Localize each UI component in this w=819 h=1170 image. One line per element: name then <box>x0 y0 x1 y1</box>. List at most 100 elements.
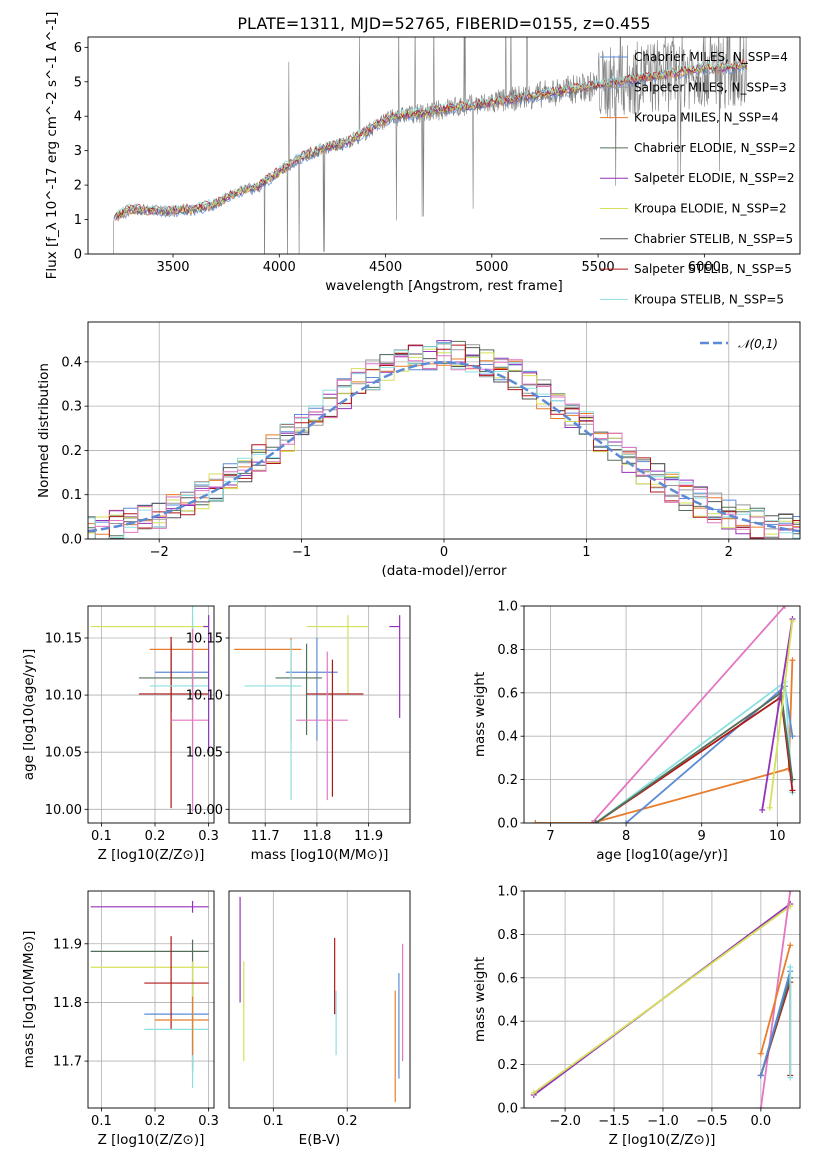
y-tick-label: 10.05 <box>45 746 82 761</box>
x-tick-label: 0.0 <box>751 1114 772 1129</box>
y-tick-label: 0.0 <box>497 817 518 832</box>
x-tick-label: 10 <box>769 829 786 844</box>
histogram-step <box>88 340 800 539</box>
x-axis-label: E(B-V) <box>299 1132 341 1148</box>
x-tick-label: 8 <box>622 829 630 844</box>
x-tick-label: 5500 <box>582 260 615 275</box>
spectrum-plot-area <box>113 37 748 254</box>
x-tick-label: 0.2 <box>145 1114 166 1129</box>
y-tick-label: 10.10 <box>186 689 223 704</box>
x-tick-label: 2 <box>725 545 733 560</box>
x-tick-label: 5000 <box>475 260 508 275</box>
errorbar-point <box>389 615 401 718</box>
x-tick-label: 0.1 <box>91 1114 112 1129</box>
x-tick-label: 0.3 <box>198 829 219 844</box>
x-tick-label: −1 <box>292 545 311 560</box>
legend-label: Chabrier MILES, N_SSP=4 <box>634 50 788 64</box>
axes-frame <box>87 890 215 1109</box>
histogram-step <box>88 348 800 535</box>
errorbar-point <box>285 637 338 741</box>
y-tick-label: 5 <box>74 75 82 90</box>
y-tick-label: 0.6 <box>497 971 518 986</box>
y-tick-label: 0.2 <box>61 444 82 459</box>
y-axis-label: mass [log10(M/M⊙)] <box>21 931 37 1069</box>
y-tick-label: 6 <box>74 41 82 56</box>
errorbar-point <box>144 1011 209 1089</box>
histogram-plot-area <box>88 340 800 539</box>
y-axis-label: mass weight <box>472 957 488 1042</box>
panel-6: 0.1 0.2 0.3 11.7 11.8 11.9 Z [log10(Z/Z⊙)] mass… <box>21 890 219 1148</box>
y-tick-label: 11.7 <box>53 1055 82 1070</box>
errorbar-point <box>138 636 209 809</box>
x-axis-label: (data-model)/error <box>381 563 507 579</box>
axes-frame <box>523 890 801 1109</box>
panel-3: 0.1 0.2 0.3 10.00 10.05 10.10 10.15 Z [log10(Z/… <box>21 605 219 863</box>
errorbar-point <box>171 628 209 812</box>
x-tick-label: 0.3 <box>198 1114 219 1129</box>
errorbar-plot-area <box>239 896 404 1103</box>
y-tick-label: 0.4 <box>497 730 518 745</box>
weight-line <box>591 606 786 823</box>
normal-reference-curve <box>88 361 800 533</box>
weight-line <box>768 621 794 808</box>
x-tick-label: 6000 <box>688 260 721 275</box>
y-tick-label: 0.2 <box>497 1058 518 1073</box>
weight-line <box>760 971 792 1076</box>
y-tick-label: 0.8 <box>497 643 518 658</box>
y-tick-label: 10.00 <box>45 803 82 818</box>
histogram-step <box>88 358 800 539</box>
y-tick-label: 0.0 <box>497 1102 518 1117</box>
legend-label: 𝒩(0,1) <box>738 337 778 351</box>
x-tick-label: −1.5 <box>598 1114 630 1129</box>
y-tick-label: 1.0 <box>497 885 518 900</box>
y-tick-label: 0.6 <box>497 686 518 701</box>
x-axis-label: age [log10(age/yr)] <box>596 847 728 863</box>
x-tick-label: 11.7 <box>251 829 280 844</box>
x-tick-label: −1.0 <box>647 1114 679 1129</box>
x-tick-label: 0 <box>440 545 448 560</box>
panel-7: 0.1 0.2 E(B-V) <box>228 890 411 1148</box>
legend-label: Chabrier STELIB, N_SSP=5 <box>634 232 793 246</box>
x-tick-label: 0.2 <box>145 829 166 844</box>
legend-label: Salpeter MILES, N_SSP=3 <box>634 80 787 94</box>
axes-frame <box>87 36 801 255</box>
y-tick-label: 10.00 <box>186 803 223 818</box>
y-tick-label: 11.8 <box>53 996 82 1011</box>
histogram-step <box>88 342 800 539</box>
y-tick-label: 0.2 <box>497 773 518 788</box>
errorbar-point <box>144 978 209 1073</box>
x-tick-label: −2 <box>150 545 169 560</box>
errorbar-point <box>244 640 302 801</box>
legend-label: Salpeter STELIB, N_SSP=5 <box>634 262 792 276</box>
x-tick-label: 0.1 <box>91 829 112 844</box>
chart-title: PLATE=1311, MJD=52765, FIBERID=0155, z=0… <box>237 14 650 33</box>
x-tick-label: 0.2 <box>337 1114 358 1129</box>
x-tick-label: 9 <box>698 829 706 844</box>
errorbar-plot-area <box>90 900 209 1089</box>
legend-label: Kroupa MILES, N_SSP=4 <box>634 111 779 125</box>
y-axis-label: Flux [f_λ 10^-17 erg cm^-2 s^-1 A^-1] <box>44 12 60 280</box>
weight-line <box>761 618 794 811</box>
errorbar-point <box>306 659 364 797</box>
y-tick-label: 10.15 <box>186 631 223 646</box>
x-axis-label: wavelength [Angstrom, rest frame] <box>325 278 563 294</box>
legend-label: Kroupa ELODIE, N_SSP=2 <box>634 202 787 216</box>
axes-frame <box>87 321 801 540</box>
x-tick-label: 11.9 <box>354 829 383 844</box>
x-tick-label: −2.0 <box>549 1114 581 1129</box>
errorbar-point <box>155 996 209 1056</box>
x-tick-label: 3500 <box>156 260 189 275</box>
legend-label: Chabrier ELODIE, N_SSP=2 <box>634 141 796 155</box>
x-tick-label: 4000 <box>263 260 296 275</box>
x-tick-label: 11.8 <box>302 829 331 844</box>
y-tick-label: 1 <box>74 213 82 228</box>
y-tick-label: 0.4 <box>61 355 82 370</box>
y-axis-label: mass weight <box>472 672 488 757</box>
panel-1: 3500 4000 4500 5000 5500 6000 0 1 2 3 4 5 6 wavelengt… <box>44 12 801 306</box>
y-tick-label: 10.10 <box>45 689 82 704</box>
y-tick-label: 3 <box>74 144 82 159</box>
y-tick-label: 10.15 <box>45 631 82 646</box>
weight-line <box>535 660 794 823</box>
legend: Chabrier MILES, N_SSP=4 Salpeter MILES, N… <box>600 50 796 306</box>
